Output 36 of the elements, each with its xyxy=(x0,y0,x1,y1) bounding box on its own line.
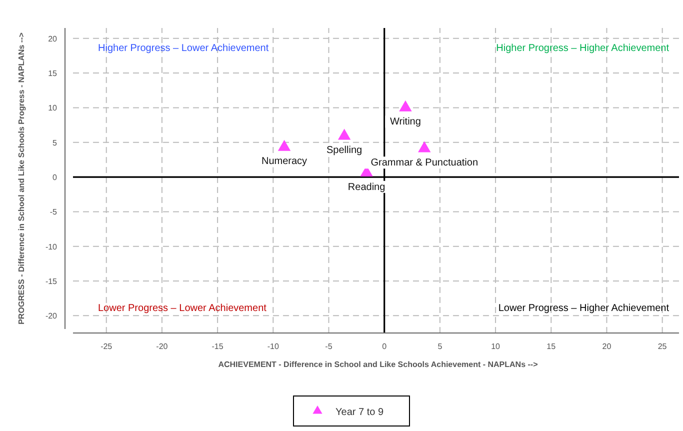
annotation: Lower Progress – Higher Achievement xyxy=(498,303,670,314)
x-axis-title: ACHIEVEMENT - Difference in School and Like Schools Achievement - NAPLANs --> xyxy=(218,360,538,369)
x-tick-label: 10 xyxy=(491,342,501,351)
y-tick-label: -20 xyxy=(45,312,58,321)
y-tick-label: -10 xyxy=(45,242,58,252)
y-tick-label: 20 xyxy=(48,34,58,44)
x-tick-label: 15 xyxy=(546,342,556,351)
y-axis-title: PROGRESS - Difference in School and Like Schools Progress - NAPLANs --> xyxy=(17,32,26,324)
y-tick-label: -5 xyxy=(50,208,58,217)
annotation: Spelling xyxy=(326,145,362,156)
x-tick-label: -25 xyxy=(100,342,113,351)
point xyxy=(278,140,291,151)
point xyxy=(418,141,431,152)
y-tick-label: 10 xyxy=(48,104,58,113)
x-tick-label: 25 xyxy=(658,342,668,351)
annotation: Grammar & Punctuation xyxy=(370,158,478,169)
annotation: Numeracy xyxy=(261,156,308,168)
x-tick-label: 5 xyxy=(438,342,443,351)
x-tick-label: -5 xyxy=(325,342,333,351)
annotation: Writing xyxy=(390,116,421,128)
annotation: Reading xyxy=(348,182,386,193)
point xyxy=(399,100,412,112)
annotation: Higher Progress – Higher Achievement xyxy=(496,43,670,54)
point xyxy=(338,128,351,140)
annotation: Higher Progress – Lower Achievement xyxy=(98,43,269,54)
y-tick-label: 0 xyxy=(52,173,58,182)
x-tick-label: -10 xyxy=(267,342,280,351)
y-tick-label: -15 xyxy=(45,277,58,286)
y-tick-label: 5 xyxy=(52,138,58,148)
x-tick-label: -20 xyxy=(156,342,168,351)
x-tick-label: 20 xyxy=(602,342,612,351)
annotation: Lower Progress – Lower Achievement xyxy=(98,303,267,314)
x-tick-label: -15 xyxy=(212,342,224,351)
x-tick-label: 0 xyxy=(382,342,388,351)
legend-label: Year 7 to 9 xyxy=(336,407,384,418)
y-tick-label: 15 xyxy=(48,69,58,78)
